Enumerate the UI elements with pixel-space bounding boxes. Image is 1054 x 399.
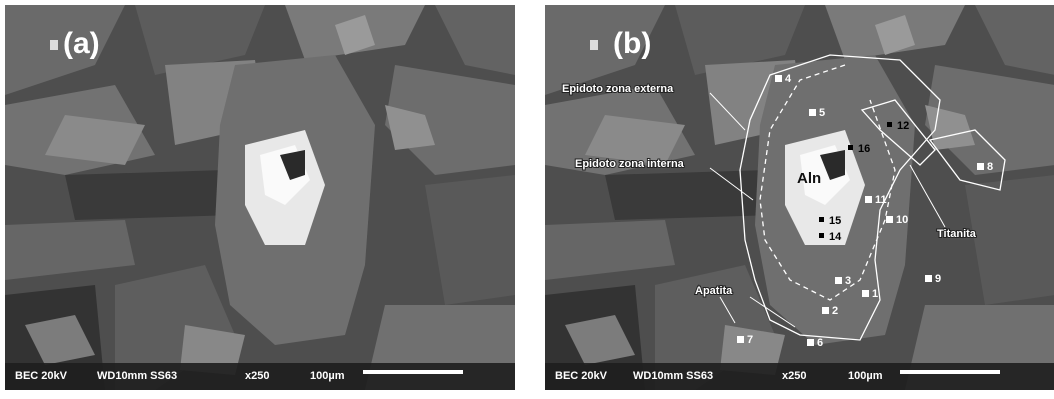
annotation: Epidoto zona interna xyxy=(575,158,685,170)
point-label: 8 xyxy=(987,161,993,173)
point-label: 14 xyxy=(829,231,842,243)
point-marker xyxy=(848,145,853,150)
info: x250 xyxy=(245,370,269,382)
point-label: 16 xyxy=(858,143,870,155)
point-marker xyxy=(819,217,824,222)
point-marker xyxy=(865,196,872,203)
point-label: 5 xyxy=(819,107,825,119)
point-marker xyxy=(819,233,824,238)
scale-bar xyxy=(900,370,1000,374)
info: 100µm xyxy=(848,370,883,382)
info: BEC 20kV xyxy=(15,370,68,382)
point-label: 12 xyxy=(897,120,909,132)
info: WD10mm SS63 xyxy=(633,370,713,382)
point-marker xyxy=(737,336,744,343)
annotation: Titanita xyxy=(937,228,977,240)
info: 100µm xyxy=(310,370,345,382)
figure: (a) BEC 20kV WD10mm SS63 x250 100µm (b) … xyxy=(0,0,1054,394)
point-label: 11 xyxy=(875,194,887,206)
point-marker xyxy=(862,290,869,297)
info: WD10mm SS63 xyxy=(97,370,177,382)
point-label: 2 xyxy=(832,305,838,317)
point-label: 6 xyxy=(817,337,823,349)
point-label: 4 xyxy=(785,73,792,85)
point-marker xyxy=(977,163,984,170)
info: BEC 20kV xyxy=(555,370,608,382)
info: x250 xyxy=(782,370,806,382)
point-label: 9 xyxy=(935,273,941,285)
point-marker xyxy=(886,216,893,223)
panel-b: (b) Epidoto zona externa Epidoto zona in… xyxy=(545,5,1054,390)
point-label: 10 xyxy=(896,214,908,226)
annotation: Apatita xyxy=(695,285,733,297)
point-label: 7 xyxy=(747,334,753,346)
point-label: 15 xyxy=(829,215,841,227)
point-marker xyxy=(925,275,932,282)
scale-bar xyxy=(363,370,463,374)
panel-label: (a) xyxy=(63,27,100,60)
point-label: 1 xyxy=(872,288,878,300)
point-marker xyxy=(809,109,816,116)
point-marker xyxy=(775,75,782,82)
panel-label: (b) xyxy=(613,27,651,60)
point-marker xyxy=(822,307,829,314)
point-marker xyxy=(807,339,814,346)
point-label: 3 xyxy=(845,275,851,287)
point-marker xyxy=(887,122,892,127)
panel-a: (a) BEC 20kV WD10mm SS63 x250 100µm xyxy=(5,5,515,390)
annotation: Aln xyxy=(797,170,821,187)
annotation: Epidoto zona externa xyxy=(562,83,674,95)
point-marker xyxy=(835,277,842,284)
